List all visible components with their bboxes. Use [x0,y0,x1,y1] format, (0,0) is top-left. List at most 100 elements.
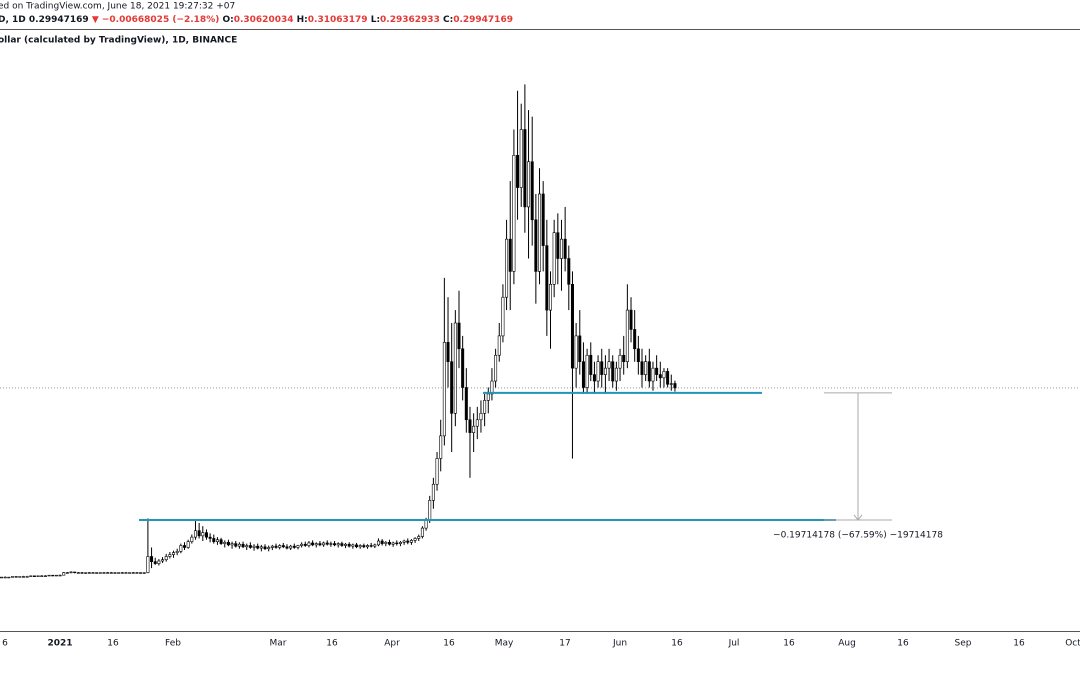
x-tick-label: 16 [897,639,909,649]
candle-body [113,572,117,574]
candle-body [365,545,369,548]
candle-body [65,572,69,574]
candle-body [552,232,556,285]
candle-body [435,458,439,485]
candle-body [548,283,552,311]
candle-body [51,574,55,577]
candle-body [98,572,102,574]
candle-body [73,571,77,574]
candle-body [285,546,289,549]
candle-body [179,545,183,552]
candle-body [395,542,399,545]
candle-body [406,540,410,543]
candle-body [417,536,421,539]
candle-body [212,538,216,542]
candle-body [607,361,611,369]
candle-body [453,322,457,414]
candle-body [219,539,223,544]
candle-body [596,361,600,382]
candle-body [589,354,593,375]
candle-body [585,354,589,388]
candle-body [384,541,388,544]
candle-body [274,545,278,548]
candle-body [175,551,179,553]
candle-body [622,354,626,362]
candle-body [259,546,263,549]
candle-body [256,545,260,549]
candle-body [545,245,549,311]
candle-body [300,543,304,546]
candle-body [614,367,618,382]
candle-body [102,572,106,574]
candle-body [428,500,432,521]
candle-body [486,393,490,401]
candle-body [457,322,461,350]
ohlc-value: 0.30620034 [234,15,294,25]
candle-body [409,540,413,543]
candle-body [62,572,66,576]
candle-body [190,536,194,542]
candle-body [32,575,36,577]
candle-body [36,575,40,577]
candle-body [25,576,29,578]
candle-body [296,545,300,548]
candle-body [128,572,132,574]
candle-body [578,335,582,362]
candle-body [358,545,362,548]
candle-body [281,545,285,548]
x-tick-label: Oct [1065,639,1080,649]
candle-body [172,552,176,555]
candle-body [629,309,633,330]
ohlc-value: 0.29947169 [453,15,513,25]
x-tick-label: 6 [2,639,8,649]
candle-body [369,545,373,547]
candle-body [135,572,139,574]
candle-body [234,543,238,547]
candle-body [10,576,14,578]
candle-body [157,560,161,564]
candle-body [237,543,241,547]
candle-body [40,575,44,577]
candle-body [479,412,483,421]
candle-body [91,572,95,574]
candle-body [538,193,542,272]
candle-body [87,572,91,574]
x-tick-label: May [495,639,514,649]
x-tick-label: 17 [559,639,570,649]
candle-body [556,232,560,259]
candle-body [226,541,230,546]
candle-body [318,543,322,546]
candle-body [183,545,187,548]
candle-body [329,543,333,545]
candle-body [14,576,18,578]
measure-label: −0.19714178 (−67.59%) −19714178 [773,530,943,540]
change: ▼ −0.00668025 (−2.18%) [92,15,220,25]
candle-body [461,348,465,388]
candle-body [168,554,172,557]
candle-body [439,435,443,459]
candle-body [215,539,219,542]
candle-body [270,545,274,548]
candle-body [373,544,377,547]
candle-body [95,572,99,574]
candle-body [263,546,267,550]
candle-body [139,572,143,574]
candle-body [611,361,615,382]
candle-body [351,544,355,547]
candle-body [651,367,655,382]
candle-body [303,543,307,546]
candle-body [117,572,121,574]
candle-body [666,371,670,385]
candle-body [106,572,110,574]
candle-body [581,361,585,388]
candle-body [534,219,538,272]
candle-body [570,283,574,369]
candle-body [376,540,380,546]
candle-body [142,572,146,574]
candle-body [450,361,454,414]
candle-body [355,544,359,548]
candle-body [633,329,637,350]
candle-body [516,155,520,188]
candle-body [245,545,249,548]
